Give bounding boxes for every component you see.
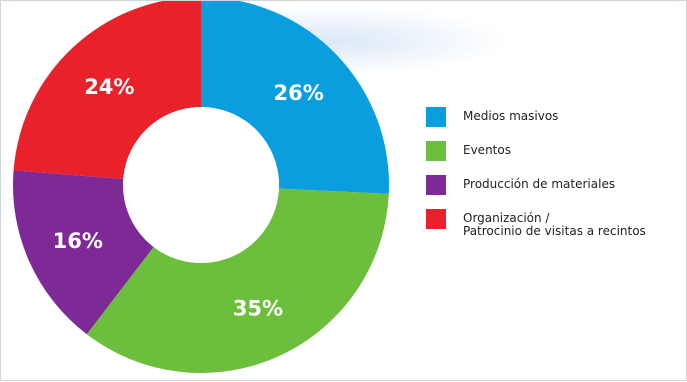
- legend-item-0: Medios masivos: [426, 104, 687, 127]
- slice-percent-label-2: 16%: [53, 229, 103, 253]
- donut-slice-0: [201, 1, 389, 194]
- legend-label-0: Medios masivos: [463, 109, 559, 123]
- legend-item-2: Producción de materiales: [426, 172, 687, 195]
- slice-percent-label-0: 26%: [274, 81, 324, 105]
- slice-percent-label-1: 35%: [233, 296, 283, 320]
- legend-swatch-1: [426, 141, 446, 161]
- legend-swatch-2: [426, 175, 446, 195]
- donut-slice-1: [86, 188, 389, 373]
- chart-legend: Medios masivos Eventos Producción de mater…: [426, 104, 687, 240]
- donut-slice-2: [12, 170, 154, 335]
- legend-item-1: Eventos: [426, 138, 687, 161]
- legend-swatch-3: [426, 209, 446, 229]
- slice-percent-label-3: 24%: [84, 75, 134, 99]
- donut-slice-3: [13, 1, 201, 179]
- donut-hole: [123, 107, 279, 263]
- legend-label-2: Producción de materiales: [463, 177, 616, 191]
- legend-label-3: Organización / Patrocinio de visitas a re…: [463, 211, 646, 238]
- legend-swatch-0: [426, 107, 446, 127]
- legend-item-3: Organización / Patrocinio de visitas a re…: [426, 206, 687, 238]
- legend-label-1: Eventos: [463, 143, 511, 157]
